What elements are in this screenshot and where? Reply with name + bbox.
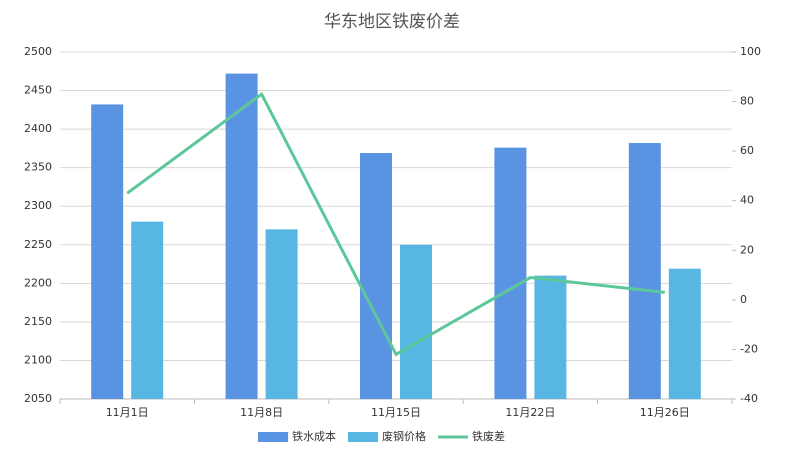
legend-label: 铁水成本 bbox=[292, 429, 336, 443]
y-tick-label: 2200 bbox=[24, 276, 52, 289]
legend-label: 废钢价格 bbox=[382, 429, 426, 443]
y2-tick-label: 60 bbox=[740, 144, 754, 157]
x-tick-label: 11月22日 bbox=[505, 406, 555, 419]
bar bbox=[225, 73, 258, 399]
y-tick-label: 2300 bbox=[24, 199, 52, 212]
bar bbox=[360, 153, 392, 399]
y-tick-label: 2350 bbox=[24, 161, 52, 174]
bar bbox=[494, 147, 527, 399]
y2-tick-label: 40 bbox=[740, 194, 754, 207]
legend-label: 铁废差 bbox=[472, 429, 505, 443]
legend-swatch bbox=[258, 432, 288, 442]
y2-tick-label: 100 bbox=[740, 45, 761, 58]
y-tick-label: 2400 bbox=[24, 122, 52, 135]
bar bbox=[628, 142, 661, 400]
y-tick-label: 2100 bbox=[24, 353, 52, 366]
bar bbox=[131, 221, 164, 399]
x-tick-label: 11月1日 bbox=[106, 406, 149, 419]
bar bbox=[91, 104, 124, 400]
chart-title: 华东地区铁废价差 bbox=[324, 12, 460, 32]
y-tick-label: 2050 bbox=[24, 392, 52, 405]
y-tick-label: 2250 bbox=[24, 238, 52, 251]
x-tick-label: 11月26日 bbox=[640, 406, 690, 419]
bar bbox=[668, 268, 701, 399]
y-tick-label: 2500 bbox=[24, 45, 52, 58]
legend-swatch bbox=[348, 432, 378, 442]
bar bbox=[400, 244, 432, 399]
line bbox=[126, 91, 665, 357]
bar bbox=[265, 229, 298, 399]
x-tick-label: 11月15日 bbox=[371, 406, 421, 419]
y2-tick-label: 80 bbox=[740, 95, 754, 108]
bar bbox=[534, 275, 567, 399]
y-tick-label: 2150 bbox=[24, 315, 52, 328]
x-tick-label: 11月8日 bbox=[240, 406, 283, 419]
y2-tick-label: 0 bbox=[740, 293, 747, 306]
y2-tick-label: -20 bbox=[740, 342, 758, 355]
y2-tick-label: 20 bbox=[740, 243, 754, 256]
y2-tick-label: -40 bbox=[740, 392, 758, 405]
y-tick-label: 2450 bbox=[24, 84, 52, 97]
